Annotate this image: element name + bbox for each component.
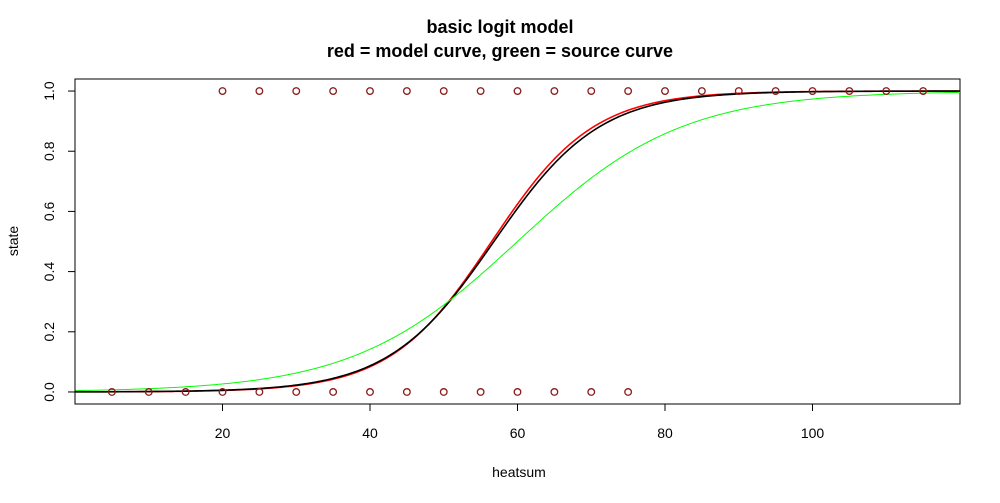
point-state-0 — [329, 388, 338, 396]
point-state-1 — [697, 87, 706, 95]
point-state-0 — [255, 388, 264, 396]
point-state-1 — [845, 87, 854, 95]
y-tick-label: 0.0 — [41, 382, 57, 402]
y-tick-label: 0.2 — [41, 322, 57, 342]
point-state-1 — [218, 87, 227, 95]
point-state-1 — [771, 87, 780, 95]
point-state-0 — [476, 388, 485, 396]
y-tick-label: 0.4 — [41, 262, 57, 282]
point-state-0 — [624, 388, 633, 396]
curve-1 — [74, 90, 960, 393]
point-state-1 — [476, 87, 485, 95]
point-state-0 — [587, 388, 596, 396]
chart-subtitle: red = model curve, green = source curve — [326, 41, 674, 61]
x-tick-label: 100 — [801, 425, 825, 441]
point-state-1 — [624, 87, 633, 95]
point-state-1 — [919, 87, 928, 95]
point-state-1 — [734, 87, 743, 95]
point-state-1 — [661, 87, 669, 95]
point-state-1 — [292, 87, 301, 95]
point-state-1 — [255, 87, 264, 95]
points-layer — [107, 87, 928, 396]
point-state-1 — [402, 87, 411, 95]
point-state-1 — [329, 87, 338, 95]
point-state-0 — [402, 388, 411, 396]
point-state-1 — [550, 87, 559, 95]
y-tick-label: 1.0 — [41, 81, 57, 101]
x-tick-label: 40 — [362, 425, 378, 441]
point-state-0 — [107, 388, 116, 396]
point-state-1 — [513, 87, 522, 95]
point-state-1 — [587, 87, 596, 95]
chart-title: basic logit model — [426, 17, 574, 37]
point-state-0 — [181, 388, 190, 396]
x-axis-label: heatsum — [492, 464, 546, 480]
y-tick-label: 0.8 — [41, 141, 57, 161]
point-state-1 — [366, 87, 374, 95]
curve-2 — [74, 91, 961, 392]
point-state-1 — [439, 87, 448, 95]
x-axis: 20 40 60 80 100 — [215, 403, 825, 441]
x-tick-label: 20 — [215, 425, 231, 441]
point-state-0 — [439, 388, 448, 396]
point-state-1 — [808, 87, 817, 95]
curves-layer — [74, 90, 961, 393]
point-state-0 — [513, 388, 522, 396]
point-state-0 — [144, 388, 153, 396]
y-tick-label: 0.6 — [41, 201, 57, 221]
point-state-0 — [218, 388, 227, 396]
point-state-0 — [550, 388, 559, 396]
x-tick-label: 80 — [657, 425, 673, 441]
point-state-1 — [882, 87, 891, 95]
x-tick-label: 60 — [510, 425, 526, 441]
point-state-0 — [366, 388, 374, 396]
y-axis: 0.0 0.2 0.4 0.6 0.8 1.0 — [41, 81, 76, 402]
point-state-0 — [292, 388, 301, 396]
y-axis-label: state — [5, 226, 21, 257]
